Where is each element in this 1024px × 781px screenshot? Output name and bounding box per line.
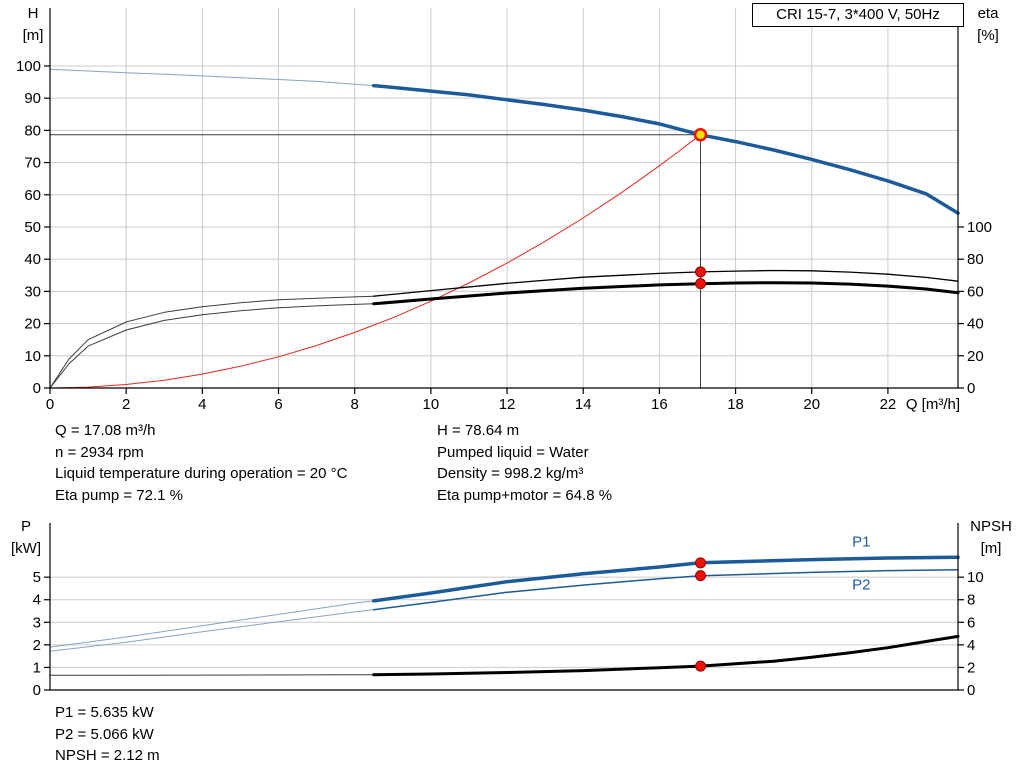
curve-eta-pump-out-of-range xyxy=(49,295,375,389)
curve-qh-main xyxy=(371,83,960,215)
y-left-tick-label: 20 xyxy=(24,316,41,333)
curve-p1 xyxy=(371,555,960,603)
y-right-tick-label: 40 xyxy=(967,316,984,333)
x-tick-label: 16 xyxy=(651,396,668,412)
info-line-head: H = 78.64 m xyxy=(437,422,520,439)
y-right-tick-label: 60 xyxy=(967,283,984,300)
y-left-tick-label: 4 xyxy=(33,592,41,609)
info-line-liquid-temp: Liquid temperature during operation = 20… xyxy=(55,465,348,483)
y-right-tick-label: 20 xyxy=(967,348,984,365)
curve-p2-out-of-range xyxy=(49,609,375,652)
operating-point-info-left: Q = 17.08 m³/h n = 2934 rpm Liquid tempe… xyxy=(55,420,347,506)
duty-dot-marker[interactable] xyxy=(695,660,707,672)
y-right-tick-label: 100 xyxy=(967,219,992,236)
eta-axis-label: eta [%] xyxy=(964,3,1012,47)
y-left-tick-label: 3 xyxy=(33,614,41,631)
y-left-tick-label: 90 xyxy=(24,90,41,107)
h-axis-label: H [m] xyxy=(14,3,52,47)
h-axis-label-line: [m] xyxy=(22,27,44,44)
power-npsh-info: P1 = 5.635 kW P2 = 5.066 kW NPSH = 2.12 … xyxy=(55,702,160,767)
x-tick-label: 12 xyxy=(499,396,516,412)
curve-eta-pump-motor-out-of-range xyxy=(49,303,375,389)
duty-dot-marker[interactable] xyxy=(695,570,707,582)
series-label-P2: P2 xyxy=(852,577,870,594)
x-tick-label: 14 xyxy=(575,396,592,412)
y-right-tick-label: 8 xyxy=(967,592,975,609)
y-right-tick-label: 80 xyxy=(967,251,984,268)
info-line-eta-pump: Eta pump = 72.1 % xyxy=(55,486,183,504)
operating-point-info-right: H = 78.64 m Pumped liquid = Water Densit… xyxy=(437,420,612,506)
info-line-eta-pump-motor: Eta pump+motor = 64.8 % xyxy=(437,486,613,504)
info-line-p1: P1 = 5.635 kW xyxy=(55,704,154,721)
p-axis-label-line: [kW] xyxy=(11,540,41,557)
x-tick-label: 6 xyxy=(274,396,282,412)
y-left-tick-label: 5 xyxy=(33,569,41,586)
info-line-p2: P2 = 5.066 kW xyxy=(55,725,154,743)
curve-eta-pump-motor xyxy=(372,281,960,306)
y-right-tick-label: 0 xyxy=(967,682,975,699)
y-left-tick-label: 0 xyxy=(33,380,41,397)
duty-dot-marker[interactable] xyxy=(695,557,707,569)
y-left-tick-label: 0 xyxy=(33,682,41,699)
x-tick-label: 0 xyxy=(46,396,54,412)
npsh-axis-label: NPSH [m] xyxy=(962,516,1020,560)
y-left-tick-label: 30 xyxy=(24,283,41,300)
pump-title-box: CRI 15-7, 3*400 V, 50Hz xyxy=(752,3,964,27)
p-axis-label: P [kW] xyxy=(4,516,48,560)
x-tick-label: 2 xyxy=(122,396,130,412)
x-tick-label: 10 xyxy=(423,396,440,412)
x-tick-label: 4 xyxy=(198,396,206,412)
x-tick-label: 22 xyxy=(880,396,897,412)
h-axis-label-line: H xyxy=(27,5,39,22)
eta-axis-label-line: [%] xyxy=(977,27,999,44)
curve-p1-out-of-range xyxy=(49,600,375,648)
y-right-tick-label: 2 xyxy=(967,659,975,676)
x-tick-label: 8 xyxy=(351,396,359,412)
eta-axis-label-line: eta xyxy=(977,5,999,22)
curve-npsh-out-of-range xyxy=(49,674,375,676)
x-tick-label: 18 xyxy=(727,396,744,412)
curve-eta-pump xyxy=(373,269,959,297)
curve-p2 xyxy=(372,568,959,611)
y-left-tick-label: 50 xyxy=(24,219,41,236)
p-axis-label-line: P xyxy=(20,518,31,535)
power-npsh-chart[interactable]: 0 1 2 3 4 5 0 2 4 6 8 10 P1 P2 xyxy=(0,515,1024,701)
y-left-tick-label: 1 xyxy=(33,659,41,676)
npsh-axis-label-line: NPSH xyxy=(970,518,1012,535)
y-left-tick-label: 10 xyxy=(24,348,41,365)
duty-dot-marker[interactable] xyxy=(695,278,707,290)
duty-point-marker[interactable] xyxy=(693,127,708,142)
npsh-axis-label-line: [m] xyxy=(980,540,1002,557)
info-line-q: Q = 17.08 m³/h xyxy=(55,422,156,439)
info-line-npsh: NPSH = 2.12 m xyxy=(55,747,160,765)
series-label-P1: P1 xyxy=(852,534,870,551)
y-left-tick-label: 60 xyxy=(24,187,41,204)
x-axis-unit-label: Q [m³/h] xyxy=(906,396,960,412)
y-left-tick-label: 70 xyxy=(24,155,41,172)
curve-qh-out-of-range xyxy=(49,68,375,87)
y-right-tick-label: 10 xyxy=(967,569,984,586)
duty-dot-marker[interactable] xyxy=(695,266,707,278)
y-left-tick-label: 100 xyxy=(16,58,41,75)
y-left-tick-label: 80 xyxy=(24,122,41,139)
y-left-tick-label: 2 xyxy=(33,637,41,654)
y-right-tick-label: 6 xyxy=(967,614,975,631)
info-line-density: Density = 998.2 kg/m³ xyxy=(437,465,584,483)
curve-system-curve xyxy=(49,134,701,389)
curve-npsh xyxy=(372,634,960,677)
qh-eta-chart[interactable]: 0 10 20 30 40 50 60 70 80 90 100 0 20 40 60 80 100 0 2 4 6 8 1… xyxy=(0,0,1024,412)
info-line-pumped-liquid: Pumped liquid = Water xyxy=(437,443,589,461)
info-line-speed: n = 2934 rpm xyxy=(55,443,144,461)
y-left-tick-label: 40 xyxy=(24,251,41,268)
x-tick-label: 20 xyxy=(803,396,820,412)
y-right-tick-label: 0 xyxy=(967,380,975,397)
y-right-tick-label: 4 xyxy=(967,637,975,654)
